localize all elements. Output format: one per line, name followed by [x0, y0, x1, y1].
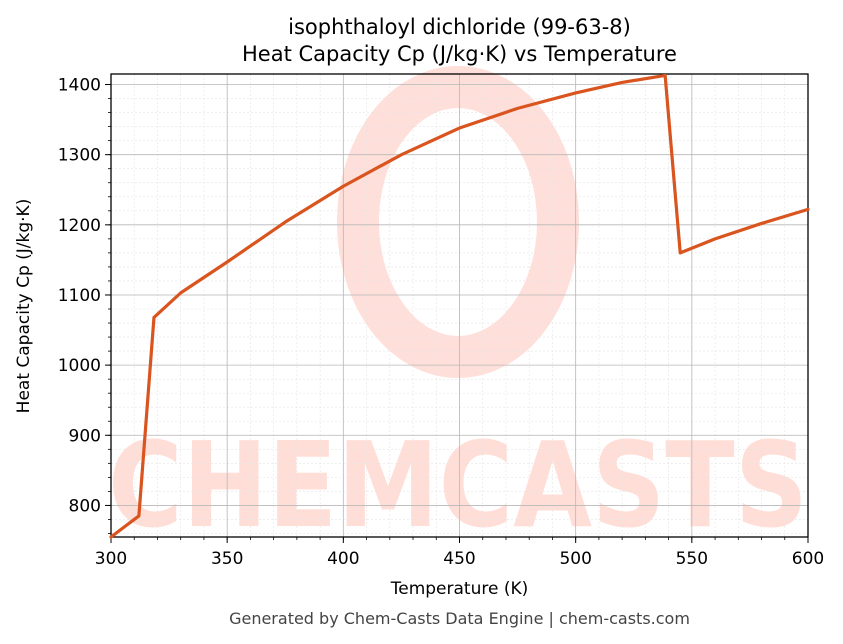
- series-line: [109, 73, 810, 539]
- x-tick-label: 350: [211, 549, 243, 569]
- x-tick-labels: 300 350 400 450 500 550 600: [95, 549, 824, 569]
- x-axis-label: Temperature (K): [390, 579, 529, 599]
- y-tick-label: 800: [69, 496, 101, 516]
- x-tick-label: 500: [559, 549, 591, 569]
- watermark: CHEMCASTS: [108, 66, 808, 554]
- y-axis-label: Heat Capacity Cp (J/kg·K): [14, 199, 34, 414]
- x-tick-label: 400: [327, 549, 359, 569]
- x-tick-label: 300: [95, 549, 127, 569]
- x-tick-label: 550: [676, 549, 708, 569]
- y-tick-label: 1400: [58, 76, 101, 96]
- y-tick-labels: 800 900 1000 1100 1200 1300 1400: [58, 76, 101, 517]
- y-tick-label: 900: [69, 426, 101, 446]
- chart-title-line1: isophthaloyl dichloride (99-63-8): [288, 15, 631, 39]
- watermark-letters: CHEMCASTS: [108, 416, 808, 554]
- x-tick-label: 600: [792, 549, 824, 569]
- x-tick-label: 450: [443, 549, 475, 569]
- footer-credit: Generated by Chem-Casts Data Engine | ch…: [229, 609, 690, 628]
- series-layer: [109, 73, 810, 539]
- y-tick-label: 1000: [58, 356, 101, 376]
- axis-ticks: [105, 84, 809, 543]
- y-tick-label: 1200: [58, 216, 101, 236]
- chart-title-line2: Heat Capacity Cp (J/kg·K) vs Temperature: [242, 42, 677, 66]
- y-tick-label: 1100: [58, 286, 101, 306]
- watermark-logo-ring: [337, 66, 579, 378]
- y-tick-label: 1300: [58, 146, 101, 166]
